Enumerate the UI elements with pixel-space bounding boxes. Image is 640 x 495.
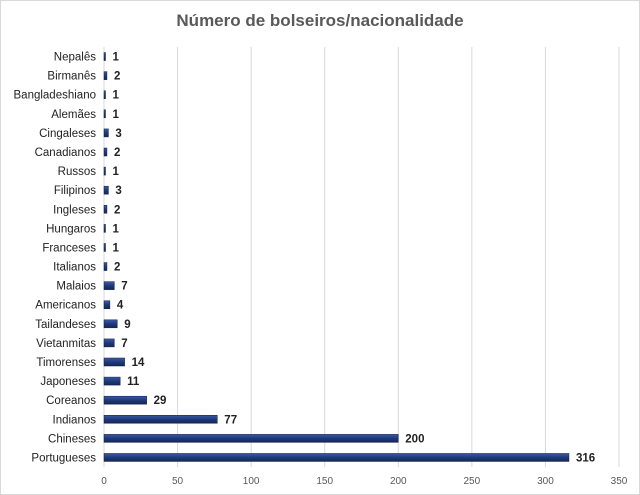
category-label: Timorenses (36, 357, 96, 369)
category-label: Hungaros (46, 223, 96, 235)
data-label: 1 (113, 109, 120, 121)
category-label: Birmanês (47, 71, 96, 83)
data-label: 1 (113, 223, 120, 235)
category-label: Cingaleses (39, 128, 96, 140)
chart-title: Número de bolseiros/nacionalidade (176, 11, 464, 30)
category-label: Russos (58, 166, 97, 178)
category-label: Nepalês (54, 52, 96, 64)
x-tick-label: 100 (243, 476, 260, 487)
bar (103, 224, 106, 233)
data-label: 7 (121, 281, 127, 293)
bar (103, 281, 115, 290)
bar (103, 415, 218, 424)
category-label: Coreanos (46, 395, 96, 407)
bar (103, 395, 147, 405)
bar (103, 376, 121, 386)
bar (103, 90, 106, 99)
category-label: Filipinos (54, 185, 96, 197)
bar (103, 52, 106, 61)
category-label: Tailandeses (35, 319, 96, 331)
data-label: 3 (115, 128, 121, 140)
category-label: Vietanmitas (36, 338, 96, 350)
bar (103, 434, 399, 443)
category-label: Indianos (53, 414, 97, 426)
bar (103, 128, 109, 138)
data-label: 29 (154, 395, 167, 407)
category-label: Portugueses (31, 452, 96, 464)
category-label: Canadianos (35, 147, 97, 159)
data-label: 316 (576, 452, 595, 464)
bar (103, 147, 108, 157)
x-tick-label: 300 (537, 476, 554, 487)
data-label: 1 (113, 90, 120, 102)
data-label: 4 (117, 300, 124, 312)
x-tick-label: 50 (172, 476, 184, 487)
data-label: 2 (114, 204, 120, 216)
bar (103, 338, 115, 348)
category-label: Franceses (42, 242, 96, 254)
data-label: 200 (405, 433, 424, 445)
data-label: 1 (113, 52, 120, 64)
bar (103, 71, 108, 80)
data-label: 14 (132, 357, 145, 369)
x-tick-label: 150 (316, 476, 333, 487)
data-label: 1 (113, 242, 120, 254)
category-label: Japoneses (40, 376, 96, 388)
data-label: 1 (113, 166, 120, 178)
x-tick-label: 350 (611, 476, 628, 487)
data-label: 11 (127, 376, 140, 388)
bar (103, 109, 106, 119)
x-tick-label: 0 (101, 476, 107, 487)
category-label: Alemães (51, 109, 96, 121)
bar (103, 357, 125, 367)
bar (103, 300, 111, 309)
data-label: 2 (114, 262, 120, 274)
category-label: Chineses (48, 433, 96, 445)
data-label: 9 (124, 319, 130, 331)
category-label: Americanos (35, 300, 96, 312)
x-tick-label: 200 (390, 476, 407, 487)
category-label: Italianos (53, 262, 96, 274)
bar (103, 205, 108, 214)
x-tick-label: 250 (464, 476, 481, 487)
bar (103, 453, 570, 462)
bar (103, 262, 108, 271)
category-label: Bangladeshiano (14, 90, 97, 102)
bar (103, 243, 106, 252)
data-label: 7 (121, 338, 127, 350)
category-label: Ingleses (53, 204, 96, 216)
bar (103, 319, 118, 329)
data-label: 3 (115, 185, 121, 197)
data-label: 2 (114, 147, 120, 159)
data-label: 2 (114, 71, 120, 83)
bar (103, 166, 106, 176)
bar (103, 185, 109, 195)
data-label: 77 (224, 414, 237, 426)
category-label: Malaios (56, 281, 96, 293)
